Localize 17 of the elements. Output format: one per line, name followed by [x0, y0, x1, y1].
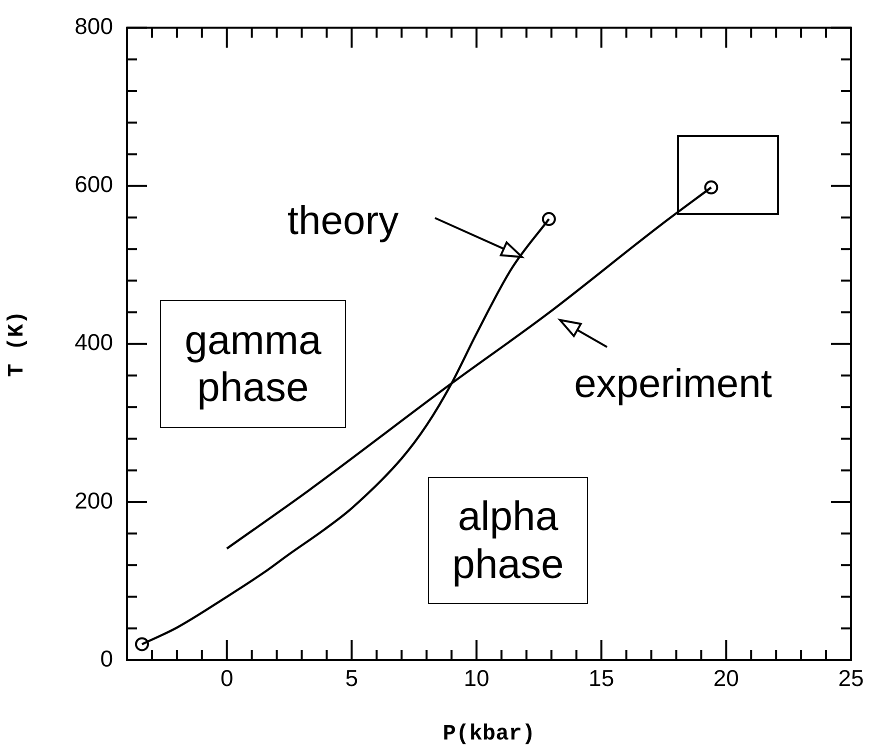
x-axis-title: P(kbar): [442, 721, 536, 746]
annotation: alpha phase: [428, 477, 588, 604]
legend-label: experiment: [573, 361, 773, 407]
y-tick-label: 0: [100, 645, 113, 672]
y-tick-label: 600: [74, 171, 113, 198]
annotation: gamma phase: [160, 300, 346, 428]
x-tick-label: 20: [713, 665, 739, 692]
x-tick-label: 10: [464, 665, 490, 692]
y-tick-label: 400: [74, 329, 113, 356]
x-tick-label: 5: [345, 665, 358, 692]
x-tick-label: 15: [588, 665, 614, 692]
legend-label: theory: [286, 198, 400, 244]
y-tick-label: 800: [74, 13, 113, 40]
x-tick-label: 25: [838, 665, 864, 692]
y-tick-label: 200: [74, 487, 113, 514]
x-tick-label: 0: [220, 665, 234, 692]
y-axis-title: T (K): [4, 310, 30, 377]
